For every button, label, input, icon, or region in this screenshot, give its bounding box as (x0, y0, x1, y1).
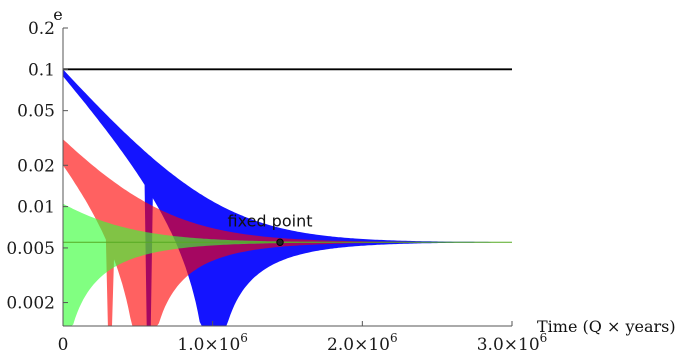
x-tick-label: 2.0×106 (327, 331, 398, 355)
x-tick-label: 1.0×106 (177, 331, 248, 355)
series-band (63, 69, 512, 327)
y-tick-label: 0.005 (6, 239, 55, 259)
x-tick-label: 0 (58, 335, 69, 355)
y-axis-label: e (53, 5, 62, 24)
y-tick-label: 0.02 (17, 156, 55, 176)
fixed-point-marker (276, 238, 284, 246)
annotation-layer: fixed point (228, 211, 313, 246)
fixed-point-label: fixed point (228, 211, 313, 230)
y-tick-label: 0.1 (28, 60, 55, 80)
x-axis-label: Time (Q × years) (537, 317, 676, 336)
series-band (63, 139, 512, 326)
y-tick-layer: 0.2 0.1 0.05 0.02 0.01 0.005 0.002 (6, 19, 68, 314)
y-tick-label: 0.05 (17, 102, 55, 122)
series-layer (63, 68, 512, 327)
y-tick-label: 0.002 (6, 294, 55, 314)
x-tick-label: 3.0×106 (477, 331, 548, 355)
y-tick-label: 0.01 (17, 198, 55, 218)
y-tick-label: 0.2 (28, 19, 55, 39)
x-tick-layer: 0 1.0×106 2.0×106 3.0×106 (58, 321, 548, 355)
